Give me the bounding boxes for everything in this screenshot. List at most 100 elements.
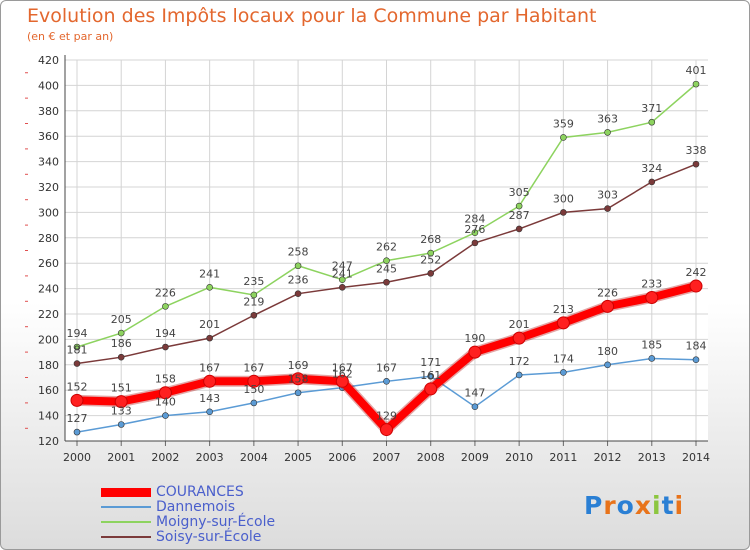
data-point	[604, 205, 611, 212]
data-label: 276	[464, 223, 485, 236]
data-label: 252	[420, 253, 441, 266]
data-label: 151	[111, 382, 132, 395]
data-label: 161	[420, 369, 441, 382]
data-label: 186	[111, 337, 132, 350]
data-label: 235	[243, 275, 264, 288]
data-point	[648, 355, 656, 362]
data-point	[427, 372, 435, 380]
data-point	[114, 395, 128, 409]
data-point	[427, 249, 435, 257]
x-tick-label: 2007	[373, 451, 401, 464]
data-point	[206, 334, 213, 342]
y-tick-label: 120	[38, 435, 59, 448]
data-point	[648, 178, 656, 186]
data-point	[471, 403, 479, 411]
data-point	[468, 345, 482, 359]
chart-subtitle: (en € et par an)	[27, 30, 114, 43]
legend-swatch	[101, 521, 151, 523]
data-point	[604, 361, 611, 369]
data-label: 184	[686, 340, 707, 353]
data-label: 172	[509, 355, 530, 368]
data-point	[73, 343, 81, 351]
data-point	[512, 331, 526, 345]
series-dannemois	[73, 355, 700, 436]
data-point	[294, 262, 302, 270]
data-label: 300	[553, 192, 574, 205]
data-label: 162	[332, 368, 353, 381]
data-label: 171	[420, 356, 441, 369]
data-point	[206, 284, 213, 291]
data-label: 167	[243, 361, 264, 374]
x-tick-label: 2002	[151, 451, 179, 464]
x-tick-label: 2009	[461, 451, 489, 464]
data-label: 150	[243, 383, 264, 396]
data-point	[648, 118, 656, 126]
x-tick-label: 2010	[505, 451, 533, 464]
legend-swatch	[101, 488, 151, 497]
x-tick-label: 2003	[196, 451, 224, 464]
y-tick-label: 220	[38, 308, 59, 321]
data-label: 258	[288, 246, 309, 259]
data-point	[471, 239, 479, 247]
data-point	[294, 290, 302, 297]
data-point	[73, 428, 81, 436]
data-label: 226	[155, 286, 176, 299]
data-point	[383, 378, 390, 385]
data-label: 305	[509, 186, 530, 199]
data-label: 143	[199, 392, 220, 405]
data-label: 147	[464, 387, 485, 400]
data-point	[427, 270, 435, 277]
data-label: 129	[376, 410, 397, 423]
y-tick-label: 420	[38, 54, 59, 67]
data-label: 303	[597, 189, 618, 202]
data-point	[692, 356, 700, 364]
data-point	[291, 372, 305, 386]
data-label: 287	[509, 209, 530, 222]
data-label: 242	[686, 266, 707, 279]
data-label: 180	[597, 345, 618, 358]
data-point	[424, 382, 438, 396]
y-tick-label: 180	[38, 359, 59, 372]
data-point	[335, 374, 349, 388]
data-label: 167	[199, 361, 220, 374]
data-point	[556, 316, 570, 330]
x-tick-label: 2011	[549, 451, 577, 464]
data-label: 363	[597, 112, 618, 125]
data-point	[689, 279, 703, 293]
data-label: 236	[288, 274, 309, 287]
y-tick-label: 200	[38, 333, 59, 346]
data-label: 247	[332, 260, 353, 273]
data-point	[158, 386, 172, 400]
data-label: 201	[199, 318, 220, 331]
x-tick-label: 2008	[417, 451, 445, 464]
data-label: 158	[288, 373, 309, 386]
logo-letter: o	[616, 491, 635, 520]
data-label: 181	[67, 344, 88, 357]
y-tick-label: 360	[38, 130, 59, 143]
y-tick-label: 260	[38, 257, 59, 270]
data-point	[250, 291, 258, 299]
y-tick-label: 400	[38, 79, 59, 92]
data-label: 205	[111, 313, 132, 326]
data-label: 338	[686, 144, 707, 157]
data-point	[162, 412, 169, 419]
legend-swatch	[101, 506, 151, 508]
data-point	[645, 290, 659, 304]
data-label: 169	[288, 359, 309, 372]
data-point	[338, 284, 346, 291]
x-tick-label: 2001	[107, 451, 135, 464]
data-point	[383, 278, 390, 286]
logo-letter: t	[661, 491, 675, 520]
x-tick-label: 2004	[240, 451, 268, 464]
y-tick-label: 140	[38, 410, 59, 423]
data-label: 174	[553, 352, 574, 365]
data-point	[73, 360, 81, 367]
x-tick-label: 2000	[63, 451, 91, 464]
data-point	[250, 311, 258, 319]
logo-letter: P	[584, 491, 604, 520]
data-label: 241	[199, 267, 220, 280]
data-point	[560, 369, 567, 376]
data-label: 219	[243, 295, 264, 308]
data-label: 324	[641, 162, 662, 175]
